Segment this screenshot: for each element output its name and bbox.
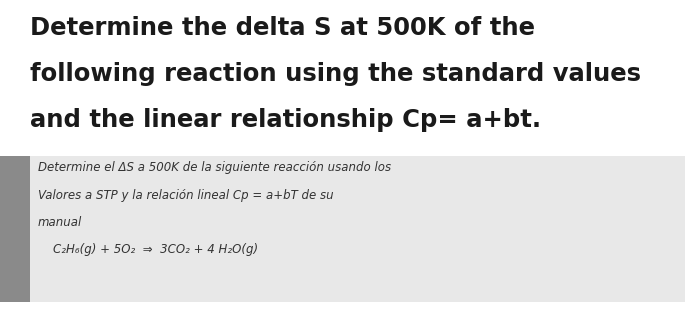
Text: Determine el ΔS a 500K de la siguiente reacción usando los: Determine el ΔS a 500K de la siguiente r…	[38, 161, 391, 174]
Text: and the linear relationship Cp= a+bt.: and the linear relationship Cp= a+bt.	[30, 108, 541, 132]
Text: following reaction using the standard values: following reaction using the standard va…	[30, 62, 641, 86]
Text: Determine the delta S at 500K of the: Determine the delta S at 500K of the	[30, 16, 535, 40]
Text: manual: manual	[38, 216, 83, 229]
Text: C₂H₆(g) + 5O₂  ⇒  3CO₂ + 4 H₂O(g): C₂H₆(g) + 5O₂ ⇒ 3CO₂ + 4 H₂O(g)	[38, 244, 258, 257]
Text: Valores a STP y la relación lineal Cp = a+bT de su: Valores a STP y la relación lineal Cp = …	[38, 189, 334, 202]
